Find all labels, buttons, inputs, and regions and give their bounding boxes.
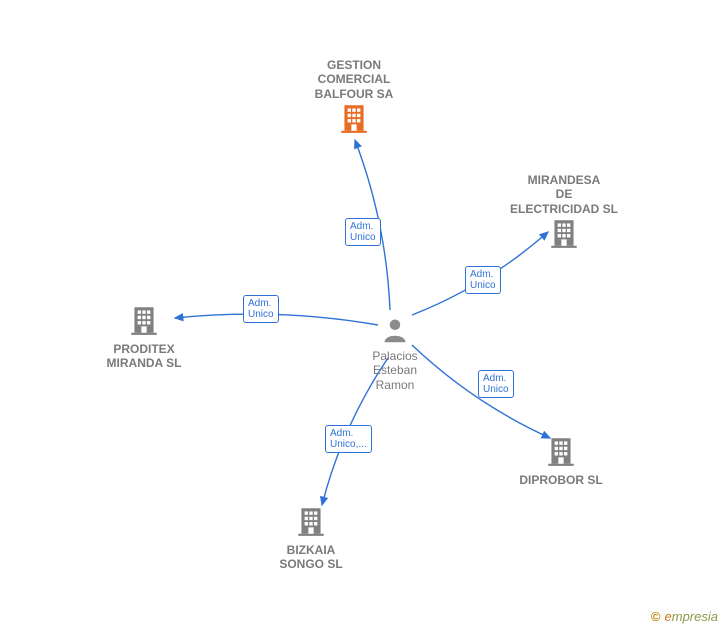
edge-label: Adm. Unico (465, 266, 501, 294)
person-icon (381, 316, 409, 349)
brand-first-letter: e (665, 609, 672, 624)
edge-label: Adm. Unico (345, 218, 381, 246)
company-label: MIRANDESA DE ELECTRICIDAD SL (510, 173, 618, 216)
brand-rest: mpresia (672, 609, 718, 624)
company-node-proditex[interactable]: PRODITEX MIRANDA SL (74, 303, 214, 371)
company-label: BIZKAIA SONGO SL (279, 543, 342, 572)
building-icon (294, 504, 328, 543)
company-label: DIPROBOR SL (519, 473, 602, 487)
edge-label: Adm. Unico,... (325, 425, 372, 453)
center-person-label: Palacios Esteban Ramon (372, 349, 417, 392)
attribution: © empresia (651, 609, 718, 624)
building-icon (337, 101, 371, 140)
building-icon (127, 303, 161, 342)
company-label: PRODITEX MIRANDA SL (107, 342, 182, 371)
company-node-bizkaia[interactable]: BIZKAIA SONGO SL (241, 504, 381, 572)
building-icon (547, 216, 581, 255)
company-node-mirandesa[interactable]: MIRANDESA DE ELECTRICIDAD SL (494, 173, 634, 255)
copyright-symbol: © (651, 609, 661, 624)
company-label: GESTION COMERCIAL BALFOUR SA (315, 58, 394, 101)
company-node-diprobor[interactable]: DIPROBOR SL (491, 434, 631, 487)
building-icon (544, 434, 578, 473)
company-node-balfour[interactable]: GESTION COMERCIAL BALFOUR SA (284, 58, 424, 140)
edge-label: Adm. Unico (243, 295, 279, 323)
network-diagram: { "type": "network", "canvas": { "width"… (0, 0, 728, 630)
edge-label: Adm. Unico (478, 370, 514, 398)
center-person-node[interactable]: Palacios Esteban Ramon (355, 316, 435, 392)
